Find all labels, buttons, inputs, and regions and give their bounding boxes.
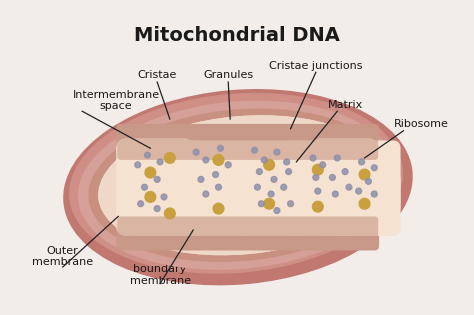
Circle shape <box>329 175 335 180</box>
Text: Cristae junctions: Cristae junctions <box>269 60 363 71</box>
FancyBboxPatch shape <box>117 139 378 160</box>
FancyBboxPatch shape <box>182 140 251 209</box>
Circle shape <box>145 167 155 178</box>
Circle shape <box>225 162 231 168</box>
FancyBboxPatch shape <box>235 167 311 236</box>
FancyBboxPatch shape <box>116 139 194 236</box>
FancyBboxPatch shape <box>258 209 284 219</box>
FancyBboxPatch shape <box>117 216 378 238</box>
Circle shape <box>255 184 260 190</box>
Circle shape <box>359 159 365 165</box>
Ellipse shape <box>69 93 403 274</box>
Circle shape <box>145 192 155 202</box>
Circle shape <box>213 155 224 165</box>
Circle shape <box>310 155 316 161</box>
FancyBboxPatch shape <box>154 199 180 209</box>
Circle shape <box>284 159 290 165</box>
FancyBboxPatch shape <box>184 176 251 236</box>
FancyBboxPatch shape <box>284 167 360 236</box>
Circle shape <box>264 159 274 170</box>
Circle shape <box>356 188 362 194</box>
Ellipse shape <box>98 115 385 255</box>
FancyBboxPatch shape <box>307 209 332 219</box>
Circle shape <box>365 178 371 184</box>
FancyBboxPatch shape <box>311 139 379 236</box>
Circle shape <box>359 169 370 180</box>
Text: Cristae: Cristae <box>137 70 177 80</box>
Circle shape <box>313 175 319 180</box>
Text: Outer
membrane: Outer membrane <box>32 246 93 267</box>
Ellipse shape <box>98 115 385 255</box>
Circle shape <box>256 169 262 175</box>
Ellipse shape <box>78 101 398 270</box>
Ellipse shape <box>89 108 392 262</box>
FancyBboxPatch shape <box>281 140 360 219</box>
Circle shape <box>154 176 160 182</box>
Circle shape <box>213 172 219 177</box>
FancyBboxPatch shape <box>116 124 379 155</box>
Text: Intermembrane
space: Intermembrane space <box>73 90 160 112</box>
Circle shape <box>274 149 280 155</box>
Circle shape <box>312 164 323 175</box>
Circle shape <box>213 203 224 214</box>
Circle shape <box>320 162 326 168</box>
Circle shape <box>268 191 274 197</box>
Circle shape <box>359 198 370 209</box>
Circle shape <box>203 157 209 163</box>
Circle shape <box>252 147 257 153</box>
Circle shape <box>274 208 280 214</box>
Circle shape <box>161 194 167 200</box>
Circle shape <box>315 188 321 194</box>
Circle shape <box>218 145 223 151</box>
Text: Inner
boundary
membrane: Inner boundary membrane <box>129 252 191 286</box>
Circle shape <box>312 201 323 212</box>
Text: Mitochondrial DNA: Mitochondrial DNA <box>134 26 340 45</box>
Circle shape <box>138 201 144 207</box>
Circle shape <box>332 191 338 197</box>
FancyBboxPatch shape <box>352 204 377 215</box>
FancyBboxPatch shape <box>130 140 204 209</box>
Circle shape <box>264 198 274 209</box>
Circle shape <box>281 184 287 190</box>
Circle shape <box>203 191 209 197</box>
Circle shape <box>142 184 147 190</box>
Circle shape <box>216 184 221 190</box>
Text: Matrix: Matrix <box>328 100 363 110</box>
Circle shape <box>288 201 293 207</box>
Circle shape <box>261 157 267 163</box>
Circle shape <box>271 176 277 182</box>
Circle shape <box>346 184 352 190</box>
Circle shape <box>286 169 292 175</box>
FancyBboxPatch shape <box>232 140 311 219</box>
FancyBboxPatch shape <box>331 172 401 236</box>
Circle shape <box>342 169 348 175</box>
FancyBboxPatch shape <box>203 199 228 209</box>
Circle shape <box>371 191 377 197</box>
Circle shape <box>164 208 175 219</box>
Circle shape <box>258 201 264 207</box>
Circle shape <box>164 153 175 163</box>
FancyBboxPatch shape <box>133 176 204 236</box>
Circle shape <box>135 162 141 168</box>
FancyBboxPatch shape <box>116 219 379 250</box>
Circle shape <box>198 176 204 182</box>
Circle shape <box>157 159 163 165</box>
Circle shape <box>154 206 160 212</box>
Circle shape <box>193 149 199 155</box>
Ellipse shape <box>63 89 413 285</box>
FancyBboxPatch shape <box>328 140 401 215</box>
Text: Granules: Granules <box>203 70 253 80</box>
Circle shape <box>145 152 150 158</box>
Text: Ribosome: Ribosome <box>394 119 448 129</box>
Circle shape <box>334 155 340 161</box>
Circle shape <box>371 165 377 171</box>
